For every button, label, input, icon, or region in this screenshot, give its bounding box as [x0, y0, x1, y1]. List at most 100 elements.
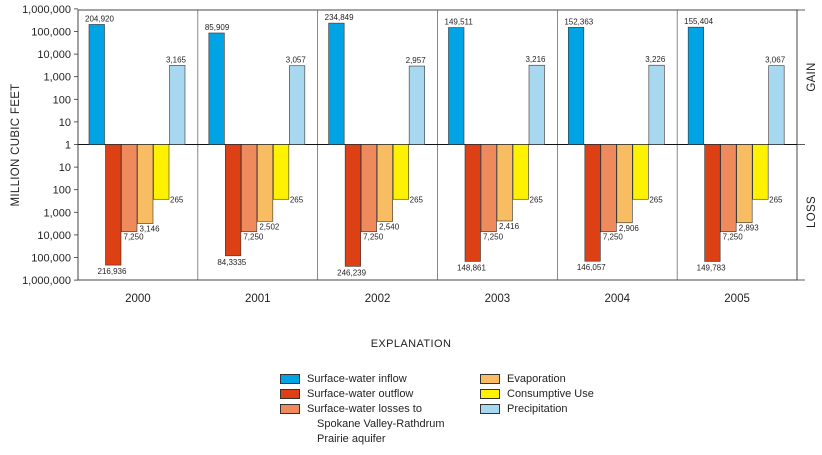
- legend-item-consumptive-use: Consumptive Use: [480, 387, 594, 401]
- y-tick-label: 1,000,000: [22, 275, 71, 287]
- data-label-outflow: 84,3335: [217, 258, 246, 267]
- data-label-consumptive: 265: [290, 195, 304, 204]
- x-category-label: 2003: [485, 293, 511, 305]
- bar-evap: [736, 144, 753, 224]
- data-label-losses: 7,250: [124, 233, 145, 242]
- bar-outflow: [584, 144, 601, 262]
- y-tick-label: 1: [65, 140, 71, 152]
- bar-consumptive: [632, 144, 649, 200]
- y-tick-label: 10: [59, 117, 71, 129]
- y-tick-label: 10: [59, 162, 71, 174]
- data-label-consumptive: 265: [649, 195, 663, 204]
- legend-swatch-precipitation: [480, 404, 500, 414]
- bar-evap: [616, 144, 633, 224]
- legend-label-precipitation: Precipitation: [507, 403, 568, 415]
- bar-outflow: [105, 144, 122, 266]
- y-axis-title: MILLION CUBIC FEET: [10, 84, 22, 207]
- bar-inflow: [448, 27, 465, 145]
- legend-item-inflow: Surface-water inflow: [280, 372, 445, 386]
- bar-losses: [121, 144, 138, 233]
- data-label-evap: 2,906: [619, 224, 640, 233]
- bar-precip: [408, 65, 425, 145]
- y-tick-label: 1,000: [43, 72, 71, 84]
- x-category-label: 2002: [365, 293, 391, 305]
- y-tick-label: 100,000: [31, 253, 71, 265]
- legend-swatch-outflow: [280, 389, 300, 399]
- bar-evap: [137, 144, 154, 224]
- y-tick-label: 100: [53, 185, 71, 197]
- legend-item-precipitation: Precipitation: [480, 402, 594, 416]
- y-tick-label: 100,000: [31, 27, 71, 39]
- legend-item-evaporation: Evaporation: [480, 372, 594, 386]
- bar-inflow: [328, 22, 345, 145]
- legend-label-consumptive-use: Consumptive Use: [507, 388, 594, 400]
- x-category-label: 2004: [604, 293, 630, 305]
- legend-item-outflow: Surface-water outflow: [280, 387, 445, 401]
- bar-consumptive: [752, 144, 769, 200]
- data-label-evap: 2,540: [379, 222, 400, 231]
- bar-evap: [257, 144, 274, 222]
- legend-label-losses-line2: Spokane Valley-Rathdrum: [317, 418, 445, 430]
- legend-swatch-evaporation: [480, 374, 500, 384]
- y-tick-label: 1,000,000: [22, 4, 71, 16]
- data-label-losses: 7,250: [483, 233, 504, 242]
- legend-swatch-inflow: [280, 374, 300, 384]
- bar-outflow: [704, 144, 721, 262]
- data-label-consumptive: 265: [170, 195, 184, 204]
- legend-label-losses-line3: Prairie aquifer: [317, 433, 386, 445]
- legend-item-losses: Surface-water losses to: [280, 402, 445, 416]
- bar-outflow: [344, 144, 361, 267]
- legend-label-inflow: Surface-water inflow: [307, 373, 407, 385]
- data-label-inflow: 85,909: [205, 23, 230, 32]
- legend-label-evaporation: Evaporation: [507, 373, 566, 385]
- bar-inflow: [88, 24, 105, 145]
- data-label-precip: 3,057: [286, 56, 307, 65]
- bar-losses: [720, 144, 737, 233]
- data-label-evap: 2,893: [739, 224, 760, 233]
- bar-inflow: [568, 27, 585, 145]
- y-tick-label: 10,000: [37, 230, 71, 242]
- bar-consumptive: [273, 144, 290, 200]
- x-category-label: 2000: [125, 293, 151, 305]
- x-category-label: 2001: [245, 293, 271, 305]
- bar-precip: [768, 65, 785, 145]
- y-tick-label: 100: [53, 94, 71, 106]
- bar-precip: [169, 65, 186, 145]
- data-label-outflow: 246,239: [337, 268, 366, 277]
- bar-inflow: [208, 32, 225, 145]
- bar-losses: [600, 144, 617, 233]
- data-label-inflow: 204,920: [85, 14, 114, 23]
- bar-outflow: [464, 144, 481, 262]
- bar-outflow: [225, 144, 242, 257]
- data-label-losses: 7,250: [723, 233, 744, 242]
- bar-evap: [376, 144, 393, 222]
- legend-label-outflow: Surface-water outflow: [307, 388, 414, 400]
- data-label-precip: 3,165: [166, 55, 187, 64]
- legend-column-left: Surface-water inflow Surface-water outfl…: [280, 372, 445, 447]
- data-label-inflow: 152,363: [564, 17, 593, 26]
- data-label-consumptive: 265: [769, 195, 783, 204]
- data-label-evap: 2,416: [499, 222, 520, 231]
- legend-title: EXPLANATION: [370, 338, 452, 350]
- data-label-evap: 3,146: [140, 225, 161, 234]
- y-tick-label: 1,000: [43, 207, 71, 219]
- data-label-losses: 7,250: [603, 233, 624, 242]
- legend-label-losses: Surface-water losses to: [307, 403, 422, 415]
- gain-label: GAIN: [806, 62, 818, 91]
- x-category-label: 2005: [724, 293, 750, 305]
- y-tick-label: 10,000: [37, 49, 71, 61]
- bar-losses: [480, 144, 497, 233]
- data-label-losses: 7,250: [243, 233, 264, 242]
- bar-consumptive: [512, 144, 529, 200]
- legend-swatch-consumptive-use: [480, 389, 500, 399]
- data-label-precip: 3,226: [645, 55, 666, 64]
- legend-swatch-losses: [280, 404, 300, 414]
- data-label-inflow: 234,849: [325, 13, 354, 22]
- data-label-consumptive: 265: [530, 195, 544, 204]
- bar-precip: [648, 64, 665, 145]
- data-label-evap: 2,502: [259, 222, 280, 231]
- bar-precip: [289, 65, 306, 145]
- loss-label: LOSS: [806, 196, 818, 228]
- data-label-precip: 2,957: [406, 56, 427, 65]
